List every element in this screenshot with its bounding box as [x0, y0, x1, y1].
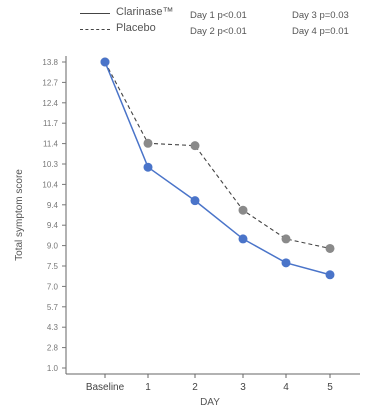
y-tick-label: 9.4 — [47, 201, 59, 210]
y-tick-label: 7.0 — [47, 282, 59, 291]
x-tick-label: Baseline — [86, 382, 125, 393]
legend-label-clarinase: Clarinase™ — [116, 6, 174, 18]
data-point-clarinase — [325, 270, 335, 280]
y-axis-label: Total symptom score — [14, 169, 25, 261]
x-axis-ticks: Baseline 1 2 3 4 5 — [86, 374, 333, 393]
legend-swatch-placebo — [80, 29, 110, 30]
data-point-placebo — [325, 243, 335, 253]
y-tick-label: 10.4 — [42, 180, 58, 189]
data-point-placebo — [281, 234, 291, 244]
series-line-clarinase — [104, 61, 331, 276]
y-axis-ticks: 1.0 2.8 4.3 5.7 7.0 7.5 9.0 9.4 9.4 10.4 10.3 11.4 1… — [42, 58, 66, 373]
y-tick-label: 2.8 — [47, 344, 59, 353]
annotation-day3: Day 3 p=0.03 — [292, 10, 349, 21]
series-points — [100, 57, 335, 280]
x-tick-label: 5 — [327, 382, 333, 393]
y-tick-label: 1.0 — [47, 364, 59, 373]
series-lines — [104, 61, 331, 276]
chart-legend: Clarinase™ Placebo Day 1 p<0.01 Day 2 p<… — [80, 4, 370, 40]
data-point-clarinase — [100, 57, 110, 67]
y-tick-label: 11.7 — [43, 119, 59, 128]
y-tick-label: 7.5 — [47, 262, 59, 271]
data-point-placebo — [238, 205, 248, 215]
legend-item-placebo: Placebo — [80, 22, 170, 36]
y-tick-label: 13.8 — [42, 58, 58, 67]
x-tick-label: 4 — [283, 382, 289, 393]
y-tick-label: 4.3 — [47, 323, 59, 332]
x-tick-label: 3 — [240, 382, 246, 393]
annotation-day4: Day 4 p=0.01 — [292, 26, 349, 37]
y-tick-label: 12.7 — [42, 78, 58, 87]
data-point-clarinase — [281, 258, 291, 268]
data-point-clarinase — [143, 162, 153, 172]
series-line-placebo — [104, 61, 331, 250]
legend-item-clarinase: Clarinase™ — [80, 6, 174, 20]
x-axis-label: DAY — [200, 397, 220, 408]
data-point-clarinase — [190, 196, 200, 206]
annotation-day1: Day 1 p<0.01 — [190, 10, 247, 21]
y-tick-label: 9.4 — [47, 221, 59, 230]
y-tick-label: 11.4 — [43, 140, 59, 149]
data-point-clarinase — [238, 234, 248, 244]
y-tick-label: 5.7 — [47, 303, 59, 312]
data-point-placebo — [190, 141, 200, 151]
y-tick-label: 9.0 — [47, 242, 59, 251]
y-tick-label: 12.4 — [42, 99, 58, 108]
x-tick-label: 2 — [192, 382, 198, 393]
legend-swatch-clarinase — [80, 13, 110, 14]
data-point-placebo — [143, 138, 153, 148]
y-tick-label: 10.3 — [42, 160, 58, 169]
annotation-day2: Day 2 p<0.01 — [190, 26, 247, 37]
legend-label-placebo: Placebo — [116, 22, 156, 34]
x-tick-label: 1 — [145, 382, 151, 393]
chart-axes — [65, 56, 360, 375]
